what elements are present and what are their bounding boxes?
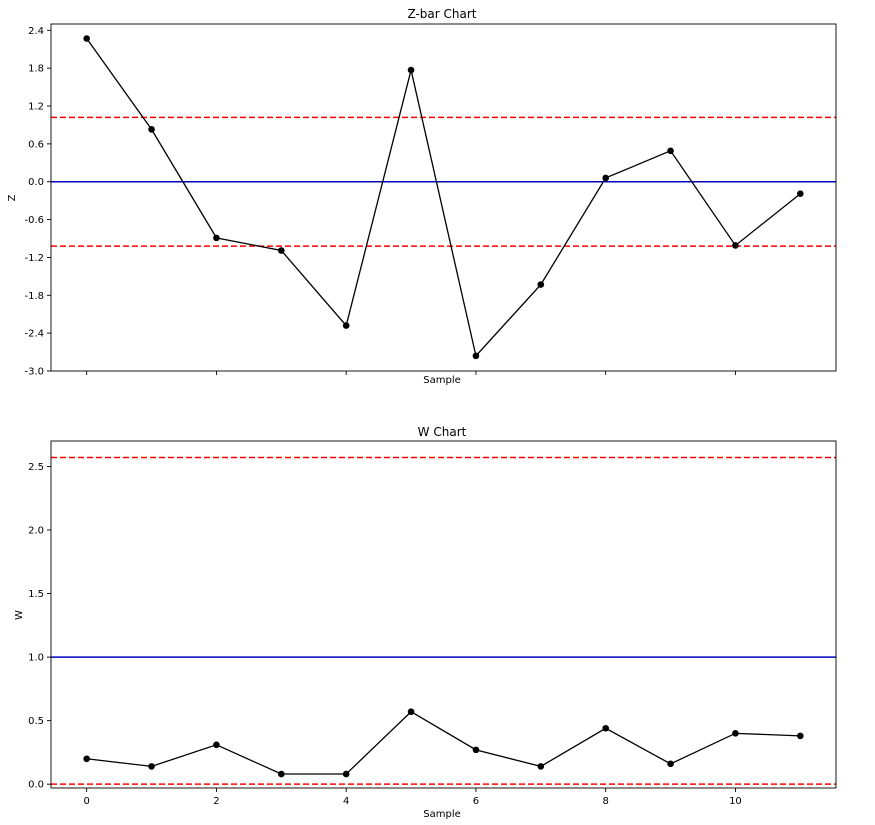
w-chart-point-9 <box>667 760 674 768</box>
z-bar-plot-area: 2.4 1.8 1.2 0.6 0.0 -0.6 -1.2 -1.8 -2.4 -3.0 <box>24 23 837 378</box>
w-chart-ytick-label-5: 0.0 <box>28 780 44 791</box>
w-chart-point-3 <box>278 770 285 778</box>
z-bar-series-line <box>86 38 801 358</box>
w-chart-xtick-label-0: 0 <box>83 796 89 807</box>
w-chart-series-line <box>86 710 801 775</box>
w-chart-xtick-label-5: 10 <box>729 796 742 807</box>
z-bar-ytick-label-7: -1.8 <box>24 291 44 302</box>
z-bar-chart: Z-bar Chart Sample Z 2.4 1.8 1.2 0.6 0.0 -0.6… <box>7 7 837 386</box>
w-chart-axes-frame <box>50 440 837 789</box>
w-chart-xtick-label-3: 6 <box>473 796 479 807</box>
w-chart-point-11 <box>797 732 804 740</box>
z-bar-ytick-label-3: 0.6 <box>28 139 44 150</box>
w-chart-point-7 <box>537 763 545 770</box>
w-chart-xtick-label-4: 8 <box>603 796 609 807</box>
w-chart-plot-area: 2.5 2.0 1.5 1.0 0.5 0.0 0 2 4 6 8 10 <box>28 440 837 807</box>
z-bar-point-4 <box>342 322 350 329</box>
z-bar-point-0 <box>83 35 90 42</box>
z-bar-point-3 <box>278 247 285 254</box>
w-chart-point-8 <box>602 724 609 732</box>
z-bar-point-2 <box>213 234 220 242</box>
z-bar-point-1 <box>148 126 155 133</box>
w-chart-ytick-label-2: 1.5 <box>28 589 44 600</box>
z-bar-chart-title: Z-bar Chart <box>407 7 476 21</box>
z-bar-point-11 <box>797 190 804 198</box>
w-chart-point-1 <box>148 763 155 770</box>
w-chart-ytick-label-3: 1.0 <box>28 653 44 664</box>
w-chart-xlabel: Sample <box>423 809 461 820</box>
w-chart-point-10 <box>732 730 739 737</box>
z-bar-ytick-label-1: 1.8 <box>28 64 44 75</box>
w-chart-ytick-label-0: 2.5 <box>28 462 44 473</box>
z-bar-ytick-label-6: -1.2 <box>24 253 44 264</box>
z-bar-ytick-label-5: -0.6 <box>24 215 44 226</box>
w-chart-point-6 <box>472 746 480 754</box>
w-chart-xtick-label-1: 2 <box>213 796 219 807</box>
w-chart-xtick-label-2: 4 <box>343 796 349 807</box>
w-chart-ytick-label-4: 0.5 <box>28 716 44 727</box>
w-chart-point-2 <box>213 741 220 749</box>
z-bar-point-8 <box>602 174 609 182</box>
z-bar-ytick-label-8: -2.4 <box>24 329 44 340</box>
z-bar-xlabel: Sample <box>423 375 461 386</box>
w-chart-ytick-label-1: 2.0 <box>28 525 44 536</box>
w-chart: W Chart Sample W 2.5 2.0 1.5 1.0 0.5 0.0 0 2 4 6 8… <box>14 425 837 820</box>
z-bar-ytick-label-2: 1.2 <box>28 102 44 113</box>
w-chart-title: W Chart <box>418 425 467 439</box>
z-bar-point-9 <box>667 147 674 155</box>
z-bar-axes-frame <box>50 23 837 372</box>
w-chart-point-4 <box>342 770 350 778</box>
z-bar-point-7 <box>537 281 545 288</box>
z-bar-point-5 <box>407 66 415 74</box>
z-bar-point-10 <box>732 242 739 249</box>
z-bar-ytick-label-0: 2.4 <box>28 26 44 37</box>
w-chart-point-5 <box>407 708 415 716</box>
z-bar-ytick-label-4: 0.0 <box>28 177 44 188</box>
z-bar-ylabel: Z <box>7 194 18 201</box>
w-chart-ylabel: W <box>14 610 25 620</box>
z-bar-point-6 <box>472 352 480 360</box>
w-chart-point-0 <box>83 755 90 763</box>
z-bar-ytick-label-9: -3.0 <box>24 367 44 378</box>
